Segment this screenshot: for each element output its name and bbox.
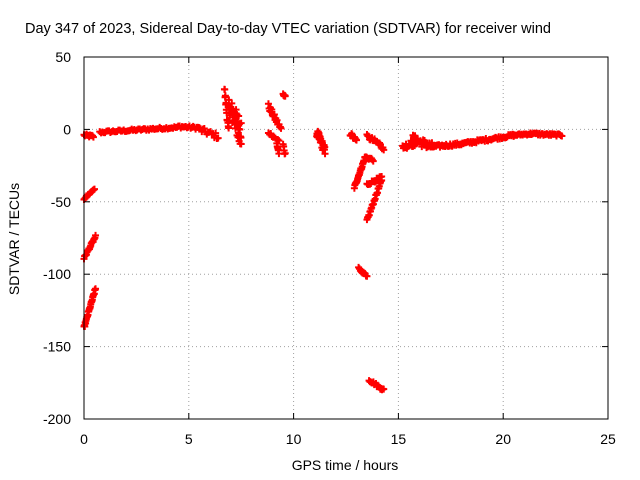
data-point [89,133,97,141]
data-point [363,272,371,280]
data-point [92,231,100,239]
data-point [321,143,329,151]
x-tick-label: 20 [495,431,511,447]
data-point [378,176,386,184]
data-point [277,124,285,132]
data-point [281,149,289,157]
grid-layer [84,57,608,419]
data-point [225,124,233,132]
data-points [80,85,566,394]
x-tick-label: 15 [391,431,407,447]
data-point [92,285,100,293]
data-point [352,136,360,144]
y-tick-label: -50 [51,194,71,210]
data-point [237,119,245,127]
data-point [221,92,229,100]
data-point [411,132,419,140]
data-point [234,133,242,141]
x-tick-label: 5 [185,431,193,447]
plot-frame [83,56,609,420]
y-tick-label: 0 [63,121,71,137]
data-point [380,146,388,154]
data-point [558,132,566,140]
y-tick-label: -100 [43,266,71,282]
data-point [90,185,98,193]
data-point [225,96,233,104]
x-tick-label: 10 [286,431,302,447]
data-point [235,112,243,120]
x-tick-label: 0 [80,431,88,447]
x-tick-label: 25 [600,431,616,447]
axis-ticks: 0 5 10 15 20 25 -200 -150 -100 -50 0 50 [43,49,616,447]
y-tick-label: 50 [55,49,71,65]
data-point [228,99,236,107]
data-point [281,92,289,100]
data-point [380,385,388,393]
data-point [214,134,222,142]
data-point [237,140,245,148]
y-axis-label: SDTVAR / TECUs [6,183,22,295]
data-point [221,86,229,94]
chart-title: Day 347 of 2023, Sidereal Day-to-day VTE… [25,21,551,37]
data-point [212,129,220,137]
data-point [369,157,377,165]
y-tick-label: -150 [43,339,71,355]
x-axis-label: GPS time / hours [292,457,399,473]
data-point [200,124,208,132]
data-point [236,125,244,133]
data-point [321,150,329,158]
y-tick-label: -200 [43,411,71,427]
